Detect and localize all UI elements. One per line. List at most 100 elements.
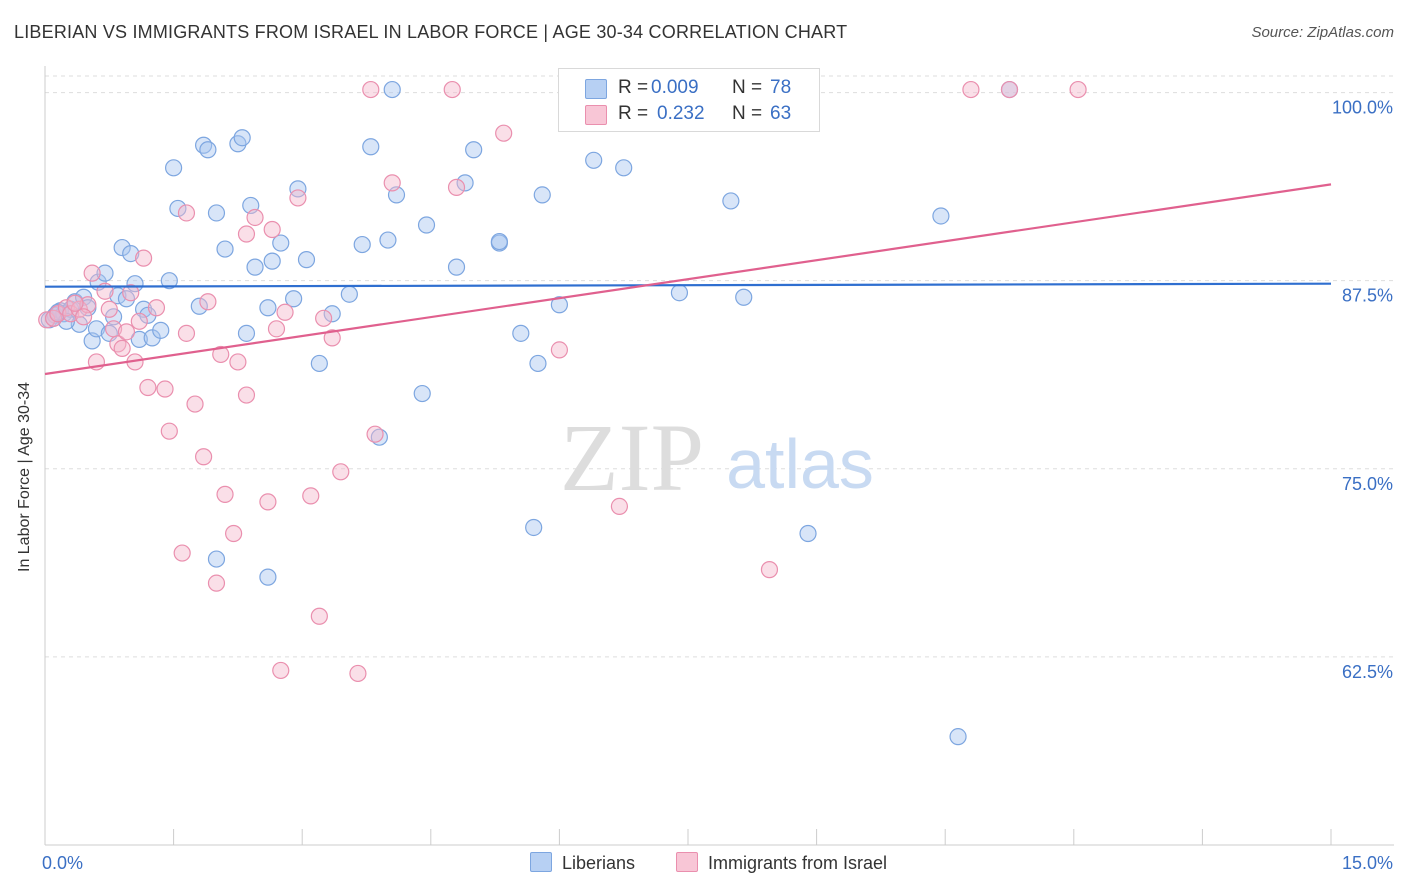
point-israel [212, 345, 230, 364]
bottom-legend-israel[interactable]: Immigrants from Israel [676, 852, 887, 874]
point-israel [139, 378, 157, 397]
point-israel [100, 300, 118, 318]
point-liberians [87, 320, 106, 338]
point-liberians [949, 728, 967, 746]
point-liberians [246, 258, 264, 276]
point-liberians [512, 324, 530, 342]
y-tick-label: 62.5% [1342, 662, 1393, 682]
point-liberians [272, 234, 290, 252]
point-israel [267, 320, 286, 338]
point-liberians [126, 275, 144, 293]
point-liberians [216, 240, 234, 258]
point-israel [113, 339, 131, 357]
point-israel [177, 204, 196, 222]
point-israel [362, 80, 380, 99]
x-tick-label-min: 0.0% [42, 853, 83, 873]
point-liberians [207, 550, 226, 568]
legend-label-liberians: Liberians [562, 853, 636, 873]
point-liberians [353, 235, 371, 254]
point-liberians [310, 354, 328, 373]
legend-n-value: 78 [770, 77, 792, 98]
point-liberians [447, 258, 466, 276]
point-liberians [735, 288, 753, 306]
point-liberians [323, 305, 341, 323]
point-israel [177, 324, 196, 342]
grid-lines [45, 75, 1394, 658]
legend-swatch-blue [530, 852, 552, 872]
point-israel [447, 178, 466, 196]
point-liberians [96, 264, 114, 282]
watermark-zip: ZIP [560, 404, 704, 511]
point-liberians [190, 297, 208, 315]
point-liberians [585, 151, 603, 169]
point-israel [74, 308, 93, 326]
point-liberians [122, 244, 140, 263]
point-israel [246, 208, 264, 227]
point-liberians [259, 568, 277, 586]
point-liberians [233, 129, 251, 147]
correlation-legend: R = 0.009 N = 78 R = 0.232 N = 63 [558, 68, 820, 132]
point-liberians [615, 159, 633, 177]
point-liberians [413, 384, 431, 403]
bottom-legend-liberians[interactable]: Liberians [530, 852, 635, 874]
point-israel [1000, 80, 1019, 99]
point-liberians [525, 518, 543, 537]
point-israel [962, 80, 980, 99]
point-israel [310, 607, 328, 625]
point-israel [760, 561, 779, 579]
point-israel [237, 225, 256, 243]
y-tick-label: 75.0% [1342, 474, 1393, 494]
point-liberians [932, 207, 950, 225]
point-israel [276, 303, 294, 321]
point-israel [156, 380, 174, 398]
point-israel [443, 80, 461, 99]
point-israel [259, 493, 277, 511]
legend-swatch-pink [585, 105, 607, 125]
point-israel [315, 309, 333, 327]
point-israel [302, 487, 320, 505]
point-liberians [379, 231, 397, 249]
point-liberians [529, 354, 547, 373]
y-axis-label: In Labor Force | Age 30-34 [16, 381, 33, 572]
watermark: ZIP atlas [560, 404, 874, 511]
point-israel [495, 124, 513, 142]
point-israel [272, 661, 290, 680]
point-israel [383, 174, 401, 192]
point-liberians [165, 159, 183, 177]
point-israel [229, 353, 247, 371]
point-israel [323, 329, 341, 347]
point-israel [195, 448, 213, 466]
point-israel [130, 312, 148, 330]
point-israel [332, 463, 350, 481]
point-israel [349, 664, 367, 683]
point-liberians [799, 524, 817, 543]
trend-line-israel [44, 183, 1332, 376]
point-israel [1069, 80, 1087, 99]
point-liberians [285, 290, 303, 308]
point-liberians [289, 180, 307, 198]
point-liberians [550, 296, 569, 314]
point-liberians [670, 284, 689, 302]
point-israel [122, 284, 140, 302]
y-tick-label: 100.0% [1332, 98, 1393, 118]
point-israel [263, 220, 281, 239]
data-points [38, 80, 1087, 746]
tick-labels: 62.5% 75.0% 87.5% 100.0% 0.0% 15.0% [42, 98, 1393, 873]
legend-swatch-blue [585, 79, 607, 99]
point-liberians [237, 324, 256, 342]
legend-n-label: N = [732, 103, 763, 124]
point-liberians [340, 285, 358, 303]
point-israel [66, 294, 84, 312]
source-label: Source: ZipAtlas.com [1251, 24, 1394, 41]
point-liberians [456, 174, 474, 192]
point-liberians [113, 238, 131, 257]
point-israel [550, 341, 569, 359]
axes [44, 66, 1394, 846]
point-liberians [297, 251, 316, 269]
point-liberians [130, 330, 148, 348]
point-liberians [490, 232, 508, 251]
point-liberians [152, 321, 170, 339]
point-israel [49, 305, 67, 323]
point-liberians [465, 141, 483, 159]
